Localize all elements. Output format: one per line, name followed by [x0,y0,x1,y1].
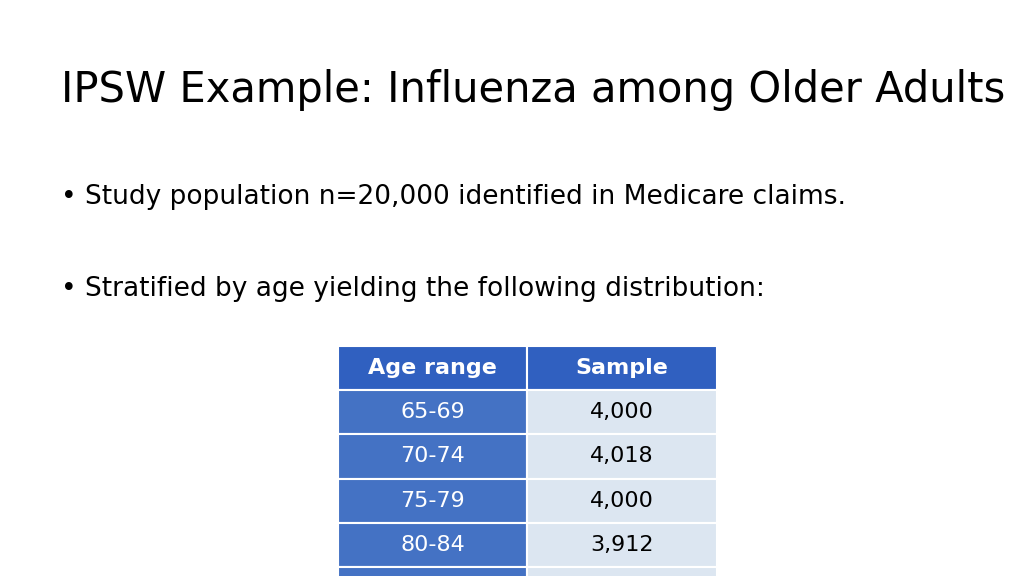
Text: 70-74: 70-74 [400,446,465,467]
Text: 4,000: 4,000 [590,402,654,422]
FancyBboxPatch shape [527,346,717,390]
Text: 80-84: 80-84 [400,535,465,555]
Text: 4,018: 4,018 [590,446,654,467]
Text: 65-69: 65-69 [400,402,465,422]
Text: 4,000: 4,000 [590,491,654,511]
FancyBboxPatch shape [527,567,717,576]
FancyBboxPatch shape [338,523,527,567]
FancyBboxPatch shape [527,390,717,434]
Text: 3,912: 3,912 [590,535,654,555]
Text: Age range: Age range [369,358,497,378]
Text: IPSW Example: Influenza among Older Adults: IPSW Example: Influenza among Older Adul… [61,69,1006,111]
FancyBboxPatch shape [338,567,527,576]
Text: • Stratified by age yielding the following distribution:: • Stratified by age yielding the followi… [61,276,765,302]
FancyBboxPatch shape [527,434,717,479]
Text: Sample: Sample [575,358,669,378]
FancyBboxPatch shape [527,479,717,523]
Text: • Study population n=20,000 identified in Medicare claims.: • Study population n=20,000 identified i… [61,184,847,210]
Text: 75-79: 75-79 [400,491,465,511]
FancyBboxPatch shape [338,479,527,523]
FancyBboxPatch shape [338,390,527,434]
FancyBboxPatch shape [338,346,527,390]
FancyBboxPatch shape [338,434,527,479]
FancyBboxPatch shape [527,523,717,567]
